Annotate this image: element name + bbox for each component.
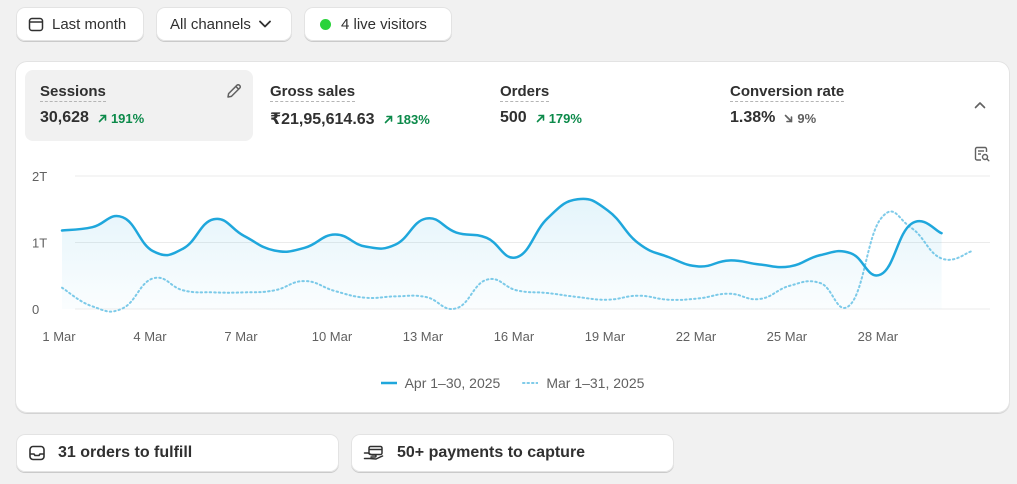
x-tick-label: 13 Mar [403,329,444,344]
metric-tab-orders[interactable]: Orders 500 179% [485,70,713,141]
metric-change-value: 9% [797,110,817,126]
metric-label: Orders [500,83,550,102]
live-visitors-button[interactable]: 4 live visitors [304,7,452,41]
live-visitors-label: 4 live visitors [341,15,427,33]
metric-tab-sessions[interactable]: Sessions 30,628 191% [25,70,253,141]
calendar-icon [28,16,44,32]
arrow-up-right-icon [98,114,107,122]
x-tick-label: 7 Mar [224,329,258,344]
metric-change: 179% [536,111,582,126]
x-tick-label: 4 Mar [133,329,167,344]
chevron-up-icon[interactable] [973,98,987,117]
y-tick-label: 1T [32,236,47,251]
fulfill-orders-task[interactable]: 31 orders to fulfill [16,434,339,472]
arrow-down-right-icon [785,114,793,122]
x-tick-label: 1 Mar [42,329,76,344]
metric-label: Conversion rate [730,83,845,102]
chart-analyze-icon[interactable] [973,145,991,168]
arrow-up-right-icon [384,115,392,123]
metric-tab-gross-sales[interactable]: Gross sales ₹21,95,614.63 183% [255,70,483,141]
live-status-dot [320,18,331,30]
metric-value: ₹21,95,614.63 [270,111,375,128]
metric-label: Gross sales [270,83,356,102]
date-range-button[interactable]: Last month [16,7,144,41]
analytics-card: Sessions 30,628 191% Gross sales ₹21,95,… [15,61,1010,413]
metric-change: 183% [384,112,430,127]
x-tick-label: 10 Mar [312,329,353,344]
sessions-line-chart: 2T 1T 01 Mar 4 Mar 7 Mar 10 Mar 13 Mar 16 Mar 19… [32,169,990,344]
x-tick-label: 19 Mar [585,329,626,344]
legend-item-current[interactable]: Apr 1–30, 2025 [380,375,501,391]
legend-item-comparison[interactable]: Mar 1–31, 2025 [522,375,644,391]
y-tick-label: 2T [32,169,47,184]
legend-label: Mar 1–31, 2025 [546,375,645,391]
metric-value: 30,628 [40,109,89,126]
inbox-icon [28,444,46,462]
channels-dropdown[interactable]: All channels [156,7,292,41]
metric-change: 191% [98,111,144,126]
metric-label: Sessions [40,83,106,102]
x-tick-label: 28 Mar [858,329,899,344]
y-tick-label: 0 [32,302,39,317]
hand-card-icon [363,444,385,462]
date-range-label: Last month [52,15,127,33]
chart-legend: Apr 1–30, 2025 Mar 1–31, 2025 [15,375,1010,391]
channels-label: All channels [170,15,251,33]
capture-payments-task[interactable]: 50+ payments to capture [351,434,674,472]
metric-change-value: 191% [110,110,145,126]
metric-value: 500 [500,109,527,126]
arrow-up-right-icon [536,114,545,122]
legend-label: Apr 1–30, 2025 [404,375,501,391]
chevron-down-icon [258,20,271,28]
x-tick-label: 22 Mar [676,329,717,344]
task-label: 31 orders to fulfill [58,444,193,461]
task-label: 50+ payments to capture [397,444,586,461]
metric-change-value: 179% [548,110,582,126]
pencil-icon[interactable] [225,82,243,105]
series-area-current [62,198,942,309]
metric-tab-conversion-rate[interactable]: Conversion rate 1.38% 9% [715,70,943,141]
metric-change-value: 183% [396,111,430,127]
series-line-current [60,197,943,277]
metric-change: 9% [784,111,816,126]
x-tick-label: 16 Mar [494,329,535,344]
x-tick-label: 25 Mar [767,329,808,344]
metric-value: 1.38% [730,109,776,126]
